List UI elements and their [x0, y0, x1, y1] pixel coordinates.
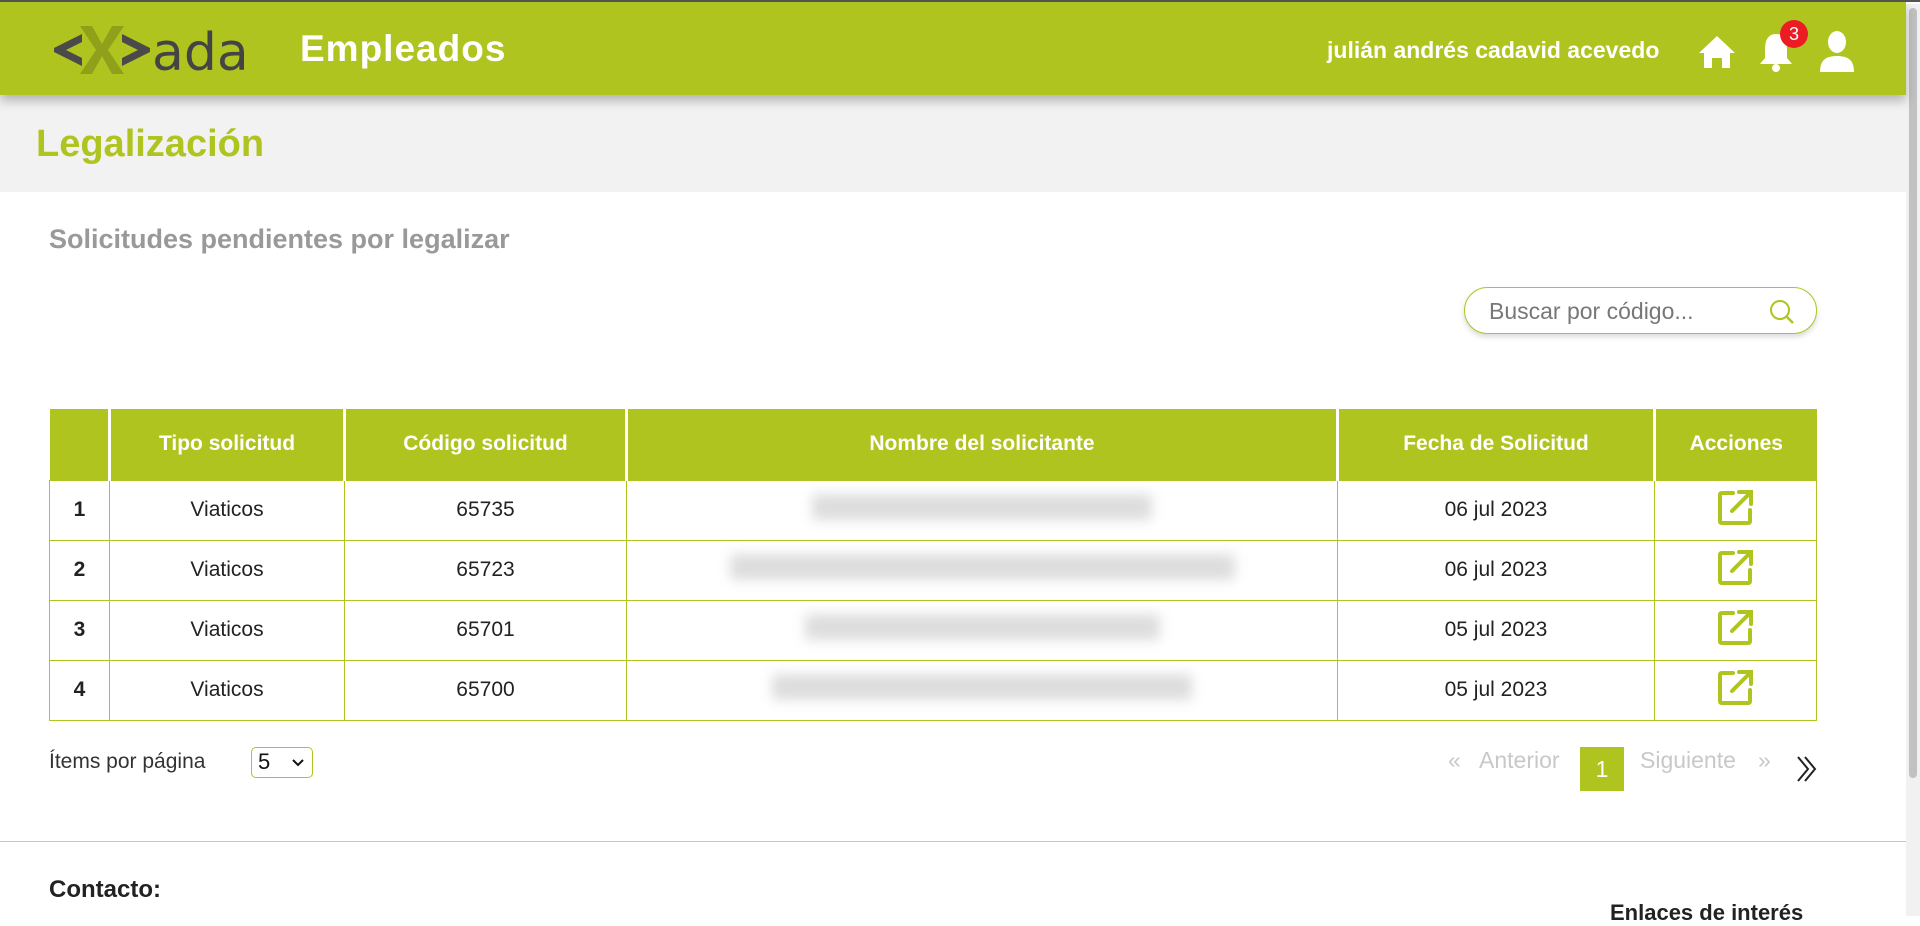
- notification-badge: 3: [1780, 20, 1808, 48]
- scrollbar-thumb[interactable]: [1909, 8, 1917, 778]
- row-index: 4: [49, 659, 110, 721]
- open-external-icon[interactable]: [1716, 547, 1756, 587]
- codigo-cell: 65735: [344, 479, 627, 541]
- open-external-icon[interactable]: [1716, 487, 1756, 527]
- svg-text:ada: ada: [152, 23, 249, 80]
- acciones-cell: [1654, 539, 1817, 601]
- section-subtitle: Solicitudes pendientes por legalizar: [49, 224, 510, 254]
- col-nombre: Nombre del solicitante: [625, 409, 1339, 480]
- codigo-cell: 65700: [344, 659, 627, 721]
- requests-table: Tipo solicitud Código solicitud Nombre d…: [49, 409, 1817, 721]
- col-codigo: Código solicitud: [343, 409, 628, 480]
- nombre-cell-blurred: [626, 599, 1338, 661]
- acciones-cell: [1654, 479, 1817, 541]
- title-bar: Legalización: [0, 95, 1906, 192]
- fecha-cell: 06 jul 2023: [1337, 479, 1655, 541]
- page-title: Legalización: [36, 123, 265, 165]
- nombre-cell-blurred: [626, 479, 1338, 541]
- double-chevron-right-icon[interactable]: [1795, 755, 1819, 783]
- fecha-cell: 05 jul 2023: [1337, 659, 1655, 721]
- open-external-icon[interactable]: [1716, 607, 1756, 647]
- acciones-cell: [1654, 659, 1817, 721]
- fecha-cell: 05 jul 2023: [1337, 599, 1655, 661]
- tipo-cell: Viaticos: [109, 599, 345, 661]
- tipo-cell: Viaticos: [109, 659, 345, 721]
- items-per-page-value: 5: [258, 749, 271, 774]
- search-icon[interactable]: [1768, 298, 1796, 326]
- codigo-cell: 65701: [344, 599, 627, 661]
- app-title: Empleados: [300, 28, 507, 69]
- col-acciones: Acciones: [1653, 409, 1817, 480]
- home-icon[interactable]: [1697, 34, 1737, 70]
- codigo-cell: 65723: [344, 539, 627, 601]
- footer-links-heading: Enlaces de interés: [1610, 900, 1804, 925]
- col-index: [49, 409, 111, 480]
- row-index: 2: [49, 539, 110, 601]
- scrollbar[interactable]: [1906, 4, 1920, 916]
- search-input[interactable]: [1489, 296, 1759, 326]
- top-header: ada Empleados julián andrés cadavid acev…: [0, 2, 1906, 95]
- items-per-page-select[interactable]: 5: [251, 747, 313, 778]
- table-row: 3 Viaticos 65701 05 jul 2023: [49, 599, 1817, 661]
- first-page-button[interactable]: «: [1448, 747, 1461, 773]
- prev-page-button[interactable]: Anterior: [1479, 747, 1560, 773]
- row-index: 1: [49, 479, 110, 541]
- search-box: [1464, 287, 1817, 334]
- table-row: 4 Viaticos 65700 05 jul 2023: [49, 659, 1817, 721]
- chevron-down-icon: [292, 759, 304, 767]
- col-tipo: Tipo solicitud: [108, 409, 346, 480]
- page-1-button[interactable]: 1: [1580, 747, 1624, 791]
- ada-logo[interactable]: ada: [52, 20, 262, 85]
- fecha-cell: 06 jul 2023: [1337, 539, 1655, 601]
- nombre-cell-blurred: [626, 539, 1338, 601]
- nombre-cell-blurred: [626, 659, 1338, 721]
- next-page-button[interactable]: Siguiente: [1640, 747, 1736, 773]
- tipo-cell: Viaticos: [109, 539, 345, 601]
- acciones-cell: [1654, 599, 1817, 661]
- items-per-page-label: Ítems por página: [49, 750, 206, 773]
- row-index: 3: [49, 599, 110, 661]
- user-icon[interactable]: [1818, 30, 1856, 72]
- footer-divider: [0, 841, 1906, 842]
- footer-contact-heading: Contacto:: [49, 876, 161, 903]
- table-row: 2 Viaticos 65723 06 jul 2023: [49, 539, 1817, 601]
- user-name[interactable]: julián andrés cadavid acevedo: [1327, 37, 1660, 63]
- tipo-cell: Viaticos: [109, 479, 345, 541]
- open-external-icon[interactable]: [1716, 667, 1756, 707]
- col-fecha: Fecha de Solicitud: [1336, 409, 1656, 480]
- table-row: 1 Viaticos 65735 06 jul 2023: [49, 479, 1817, 541]
- last-page-button[interactable]: »: [1758, 747, 1771, 773]
